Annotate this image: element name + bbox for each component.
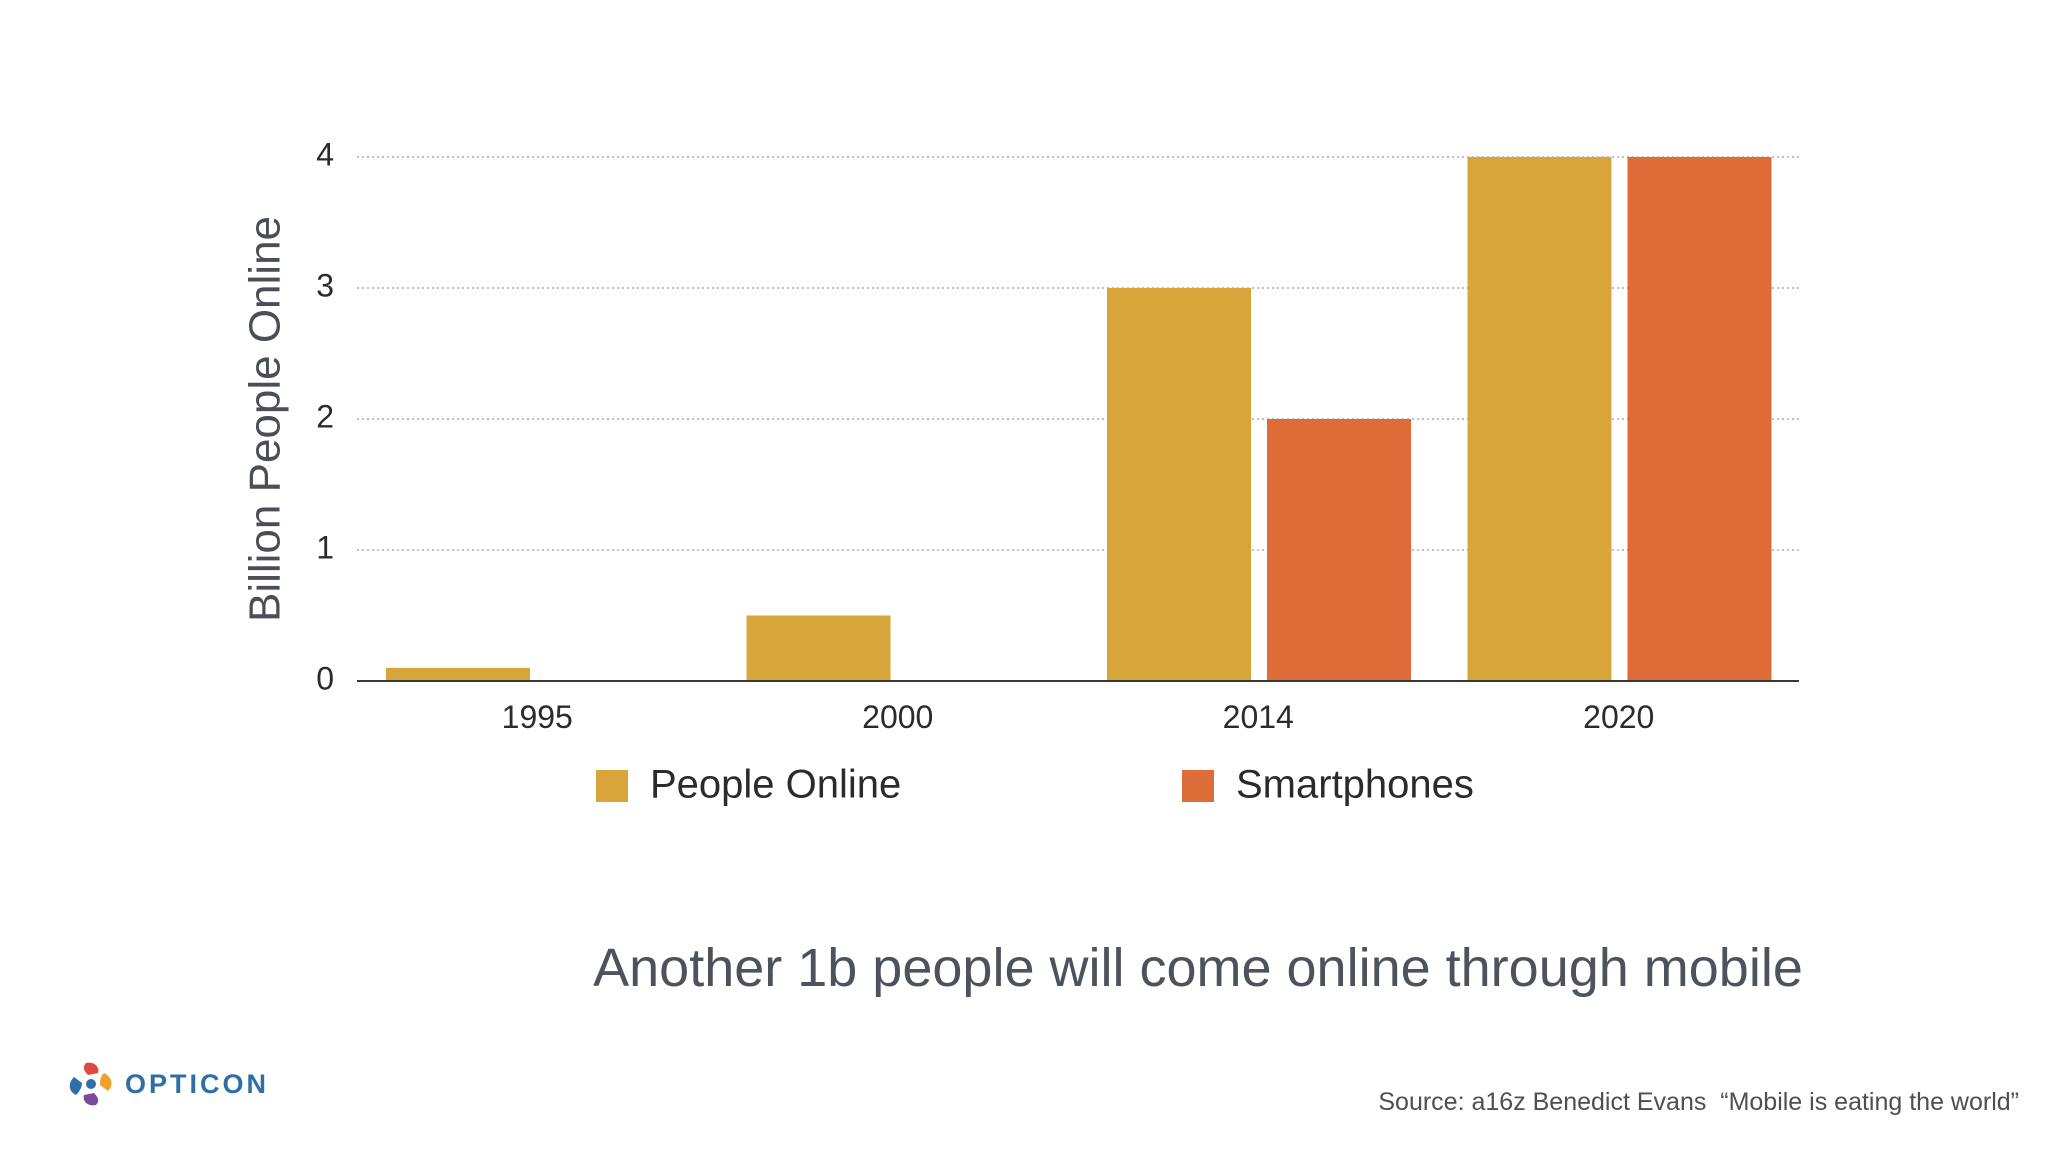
bar-people-online-2000 xyxy=(746,615,891,681)
logo-petal-blue xyxy=(69,1077,82,1095)
x-tick-label: 2020 xyxy=(1583,699,1654,735)
slide-subtitle: Another 1b people will come online throu… xyxy=(593,938,1803,998)
opticon-logo: OPTICON xyxy=(66,1056,269,1112)
x-tick-label: 2014 xyxy=(1223,699,1294,735)
bar-smartphones-2020 xyxy=(1627,157,1772,681)
logo-petal-purple xyxy=(83,1093,99,1106)
y-tick-label: 2 xyxy=(316,398,334,434)
y-tick-label: 0 xyxy=(316,660,334,696)
y-tick-labels: 0 1 2 3 4 xyxy=(316,136,334,696)
legend-label: Smartphones xyxy=(1236,763,1474,807)
y-tick-label: 1 xyxy=(316,529,334,565)
bar-people-online-1995 xyxy=(386,667,530,681)
y-tick-label: 4 xyxy=(316,136,334,172)
logo-center-dot xyxy=(86,1079,96,1089)
logo-petal-red xyxy=(83,1062,99,1075)
logo-petal-orange xyxy=(100,1073,112,1091)
x-tick-label: 1995 xyxy=(502,699,573,735)
legend-swatch xyxy=(1182,770,1214,802)
opticon-logo-text: OPTICON xyxy=(125,1068,270,1099)
bar-chart: 0 1 2 3 4 1995 2000 2014 2020 Billion People On… xyxy=(241,136,1799,807)
opticon-logo-mark-icon xyxy=(69,1062,112,1106)
y-tick-label: 3 xyxy=(316,267,334,303)
y-axis-title: Billion People Online xyxy=(241,216,290,622)
source-note: Source: a16z Benedict Evans “Mobile is e… xyxy=(1378,1088,2019,1116)
bar-smartphones-2014 xyxy=(1267,419,1411,681)
x-tick-labels: 1995 2000 2014 2020 xyxy=(502,699,1655,735)
bars xyxy=(386,157,1772,681)
legend-swatch xyxy=(596,770,628,802)
legend: People Online Smartphones xyxy=(596,763,1474,807)
x-tick-label: 2000 xyxy=(862,699,933,735)
bar-people-online-2014 xyxy=(1107,288,1251,681)
bar-people-online-2020 xyxy=(1467,157,1612,681)
legend-label: People Online xyxy=(650,763,901,807)
